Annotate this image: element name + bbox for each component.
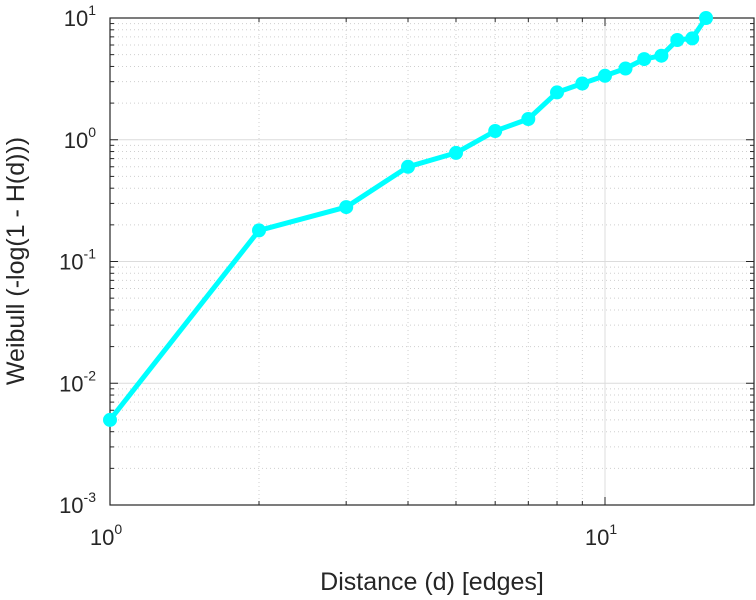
- axes: [109, 17, 755, 506]
- series-layer: [103, 11, 713, 427]
- y-tick-label: 10-3: [59, 489, 96, 518]
- y-axis-label: Weibull (-log(1 - H(d))): [2, 137, 30, 385]
- x-axis-label: Distance (d) [edges]: [320, 568, 544, 596]
- y-tick-label: 10-1: [59, 246, 96, 275]
- grid-lines: [109, 18, 755, 506]
- data-point: [685, 31, 700, 46]
- data-point: [449, 145, 463, 160]
- tick-labels: 10-3 10-2 10-1 100 101 100 101: [59, 2, 617, 550]
- series-line: [107, 15, 709, 423]
- data-point: [521, 112, 536, 126]
- data-point: [401, 159, 415, 174]
- x-tick-label: 100: [90, 521, 122, 550]
- data-point: [252, 223, 266, 238]
- data-point: [575, 76, 590, 91]
- data-point: [670, 33, 685, 47]
- data-point: [654, 48, 669, 63]
- data-point: [637, 52, 652, 67]
- data-point: [699, 11, 713, 25]
- data-point: [488, 124, 503, 138]
- y-tick-label: 100: [64, 124, 96, 153]
- y-tick-label: 101: [64, 2, 96, 31]
- data-point: [103, 412, 117, 427]
- data-point: [550, 85, 564, 100]
- y-tick-label: 10-2: [59, 367, 96, 396]
- x-tick-label: 101: [585, 521, 617, 550]
- data-point: [339, 200, 354, 215]
- data-point: [618, 61, 633, 76]
- data-point: [598, 68, 612, 83]
